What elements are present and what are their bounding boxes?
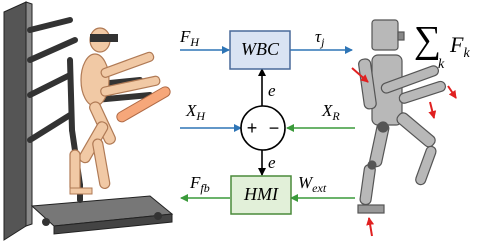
signal-label: τj (315, 27, 325, 49)
signal-label: XH (185, 101, 206, 123)
signal-label: FH (179, 27, 200, 49)
sum-operator: ∑ (414, 19, 441, 61)
signal-label: e (268, 81, 276, 100)
diagram: WBC HMI + − FH τj XH XR e e Ffb Wext ∑ k… (0, 0, 481, 248)
sum-force: Fk (449, 32, 470, 61)
hmi-label: HMI (243, 184, 279, 204)
signal-label: Wext (298, 173, 327, 195)
signal-label: e (268, 153, 276, 172)
force-arrow (369, 218, 372, 236)
plus-sign: + (247, 118, 258, 138)
signal-label: XR (321, 101, 340, 123)
sum-index: k (438, 57, 445, 72)
force-arrow (430, 102, 434, 118)
minus-sign: − (269, 118, 280, 138)
signal-label: Ffb (189, 173, 210, 195)
force-arrow (448, 86, 456, 98)
wbc-label: WBC (241, 39, 280, 59)
exoskeleton-illustration (4, 2, 172, 240)
